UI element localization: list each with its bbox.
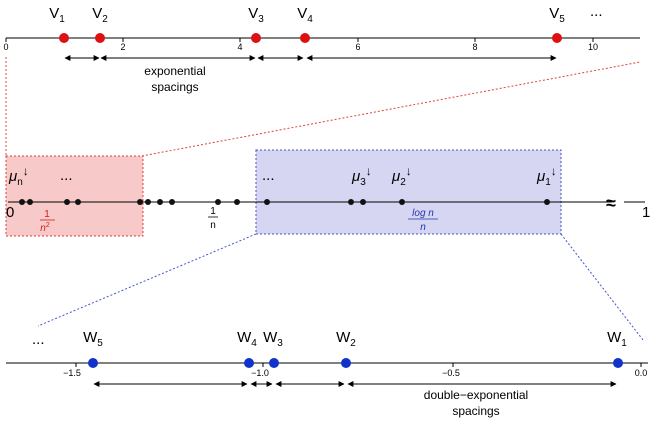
w1-label: W1: [607, 329, 627, 349]
mu-point: [75, 199, 81, 205]
mu-point: [145, 199, 151, 205]
mu-points: [19, 199, 550, 205]
top-tick-label: 6: [355, 42, 360, 52]
bottom-axis-ticks: [75, 363, 642, 367]
top-annotation-line2: spacings: [151, 80, 198, 94]
w5-label: W5: [83, 329, 103, 349]
w2-label: W2: [336, 329, 356, 349]
mu-2-label: μ2↓: [391, 164, 412, 188]
top-tick-label: 0: [3, 42, 8, 52]
bottom-leading-dots: ...: [32, 331, 45, 348]
bottom-tick-label: −0.5: [442, 368, 460, 378]
log-n-over-n-label: log n n: [408, 208, 438, 233]
zoom-connector-blue-left: [37, 233, 257, 327]
top-axis: 0 2 4 6 8 10 V1 V2 V3 V4 V5 ... exponent…: [3, 3, 640, 94]
bottom-tick-label: −1.0: [251, 368, 269, 378]
mu-point: [399, 199, 405, 205]
v3-label: V3: [248, 5, 264, 25]
v5-label: V5: [549, 5, 565, 25]
mu-point: [348, 199, 354, 205]
mu-3-label: μ3↓: [351, 164, 372, 188]
mu-point: [264, 199, 270, 205]
inv-n-squared-label: 1 n2: [40, 209, 55, 234]
middle-right-label: 1: [642, 204, 650, 221]
svg-text:log n: log n: [412, 208, 434, 219]
middle-axis: ≈ 0 1 μn↓ ... ... μ3↓ μ2↓ μ1↓ 1: [5, 149, 650, 237]
left-zoom-box: [5, 155, 144, 237]
mu-1-label: μ1↓: [536, 164, 557, 188]
right-zoom-box: [255, 149, 562, 235]
zoom-connector-right: [141, 61, 641, 157]
bottom-axis: −1.5 −1.0 −0.5 0.0 ... W5 W4 W3 W2 W1 do…: [6, 329, 648, 418]
top-trailing-dots: ...: [590, 3, 603, 20]
top-tick-label: 2: [120, 42, 125, 52]
w3-point: [269, 358, 279, 368]
svg-text:n: n: [210, 220, 216, 231]
svg-text:1: 1: [210, 206, 216, 217]
mu-point: [19, 199, 25, 205]
mu-point: [27, 199, 33, 205]
mu-point: [64, 199, 70, 205]
mu-point: [157, 199, 163, 205]
mu-point: [544, 199, 550, 205]
w1-point: [613, 358, 623, 368]
v5-point: [552, 33, 562, 43]
svg-text:n: n: [420, 222, 426, 233]
svg-text:n2: n2: [40, 222, 50, 234]
middle-dots-right: ...: [262, 167, 275, 184]
top-tick-label: 8: [472, 42, 477, 52]
bottom-annotation-line1: double−exponential: [424, 388, 528, 402]
w4-point: [244, 358, 254, 368]
top-axis-ticks: [5, 38, 594, 42]
bottom-tick-label: −1.5: [63, 368, 81, 378]
mu-point: [169, 199, 175, 205]
mu-n-label: μn↓: [8, 164, 29, 188]
bottom-annotation-line2: spacings: [452, 404, 499, 418]
w2-point: [341, 358, 351, 368]
top-tick-label: 10: [588, 42, 598, 52]
mu-point: [137, 199, 143, 205]
zoom-connector-blue-right: [560, 233, 644, 341]
v3-point: [251, 33, 261, 43]
v4-label: V4: [297, 5, 313, 25]
mu-point: [234, 199, 240, 205]
bottom-tick-label: 0.0: [635, 368, 648, 378]
top-tick-label: 4: [237, 42, 242, 52]
mu-point: [360, 199, 366, 205]
w4-label: W4: [237, 329, 257, 349]
top-annotation-line1: exponential: [144, 64, 205, 78]
inv-n-label: 1 n: [208, 206, 218, 231]
v2-label: V2: [92, 5, 108, 25]
v1-point: [59, 33, 69, 43]
mu-point: [215, 199, 221, 205]
middle-dots-left: ...: [60, 167, 73, 184]
svg-text:1: 1: [44, 209, 50, 220]
w3-label: W3: [263, 329, 283, 349]
v1-label: V1: [49, 5, 65, 25]
v4-point: [300, 33, 310, 43]
axis-break-symbol: ≈: [606, 193, 616, 213]
w5-point: [88, 358, 98, 368]
v2-point: [95, 33, 105, 43]
middle-left-label: 0: [6, 204, 14, 221]
